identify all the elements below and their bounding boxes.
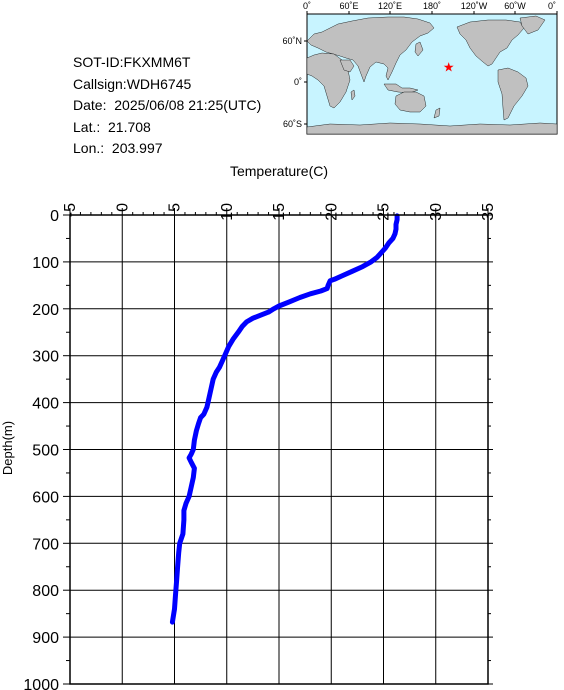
- y-axis-label: Depth(m): [0, 421, 15, 475]
- land-indonesia: [383, 83, 419, 94]
- chart-grid: [69, 214, 489, 685]
- x-tick-label: 20: [323, 203, 340, 221]
- land-new-zealand: [433, 107, 441, 119]
- y-tick-label: 500: [32, 443, 59, 460]
- land-japan: [414, 41, 424, 57]
- map-lon-label: 180˚: [423, 1, 441, 11]
- longitude-text: Lon.: 203.997: [73, 140, 163, 156]
- map-lat-label: 0˚: [294, 77, 302, 87]
- map-lon-label: 60˚E: [339, 1, 358, 11]
- x-tick-label: 5: [167, 203, 184, 212]
- date-text: Date: 2025/06/08 21:25(UTC): [73, 97, 262, 113]
- callsign-text: Callsign:WDH6745: [73, 75, 192, 92]
- map-land: [306, 15, 558, 135]
- y-tick-label: 200: [32, 302, 59, 319]
- land-greenland: [519, 15, 546, 35]
- y-tick-label: 1000: [23, 677, 59, 690]
- land-africa: [306, 52, 351, 109]
- x-tick-label: 35: [480, 203, 497, 221]
- chart-ticks: [63, 208, 493, 685]
- latitude-text: Lat.: 21.708: [73, 118, 151, 135]
- y-tick-label: 0: [50, 208, 59, 225]
- chart-frame: [69, 214, 489, 685]
- metadata-block: SOT-ID:FKXMM6T Callsign:WDH6745 Date: 20…: [73, 52, 261, 160]
- x-tick-label: 0: [114, 203, 131, 212]
- land-madagascar: [350, 89, 356, 101]
- y-tick-label: 700: [32, 536, 59, 553]
- land-south-america: [497, 67, 529, 121]
- map-lon-label: 60˚W: [504, 1, 526, 11]
- y-tick-label: 300: [32, 349, 59, 366]
- land-north-america: [456, 19, 525, 67]
- land-eurasia: [306, 16, 435, 83]
- map-lon-label: 0˚: [548, 1, 556, 11]
- y-tick-label: 900: [32, 630, 59, 647]
- map-lon-label: 120˚E: [378, 1, 402, 11]
- y-tick-label: 400: [32, 396, 59, 413]
- temperature-profile-line: [169, 213, 400, 625]
- land-australia: [394, 91, 427, 113]
- y-tick-label: 800: [32, 583, 59, 600]
- y-tick-label: 100: [32, 255, 59, 272]
- sot-id-text: SOT-ID:FKXMM6T: [73, 54, 191, 70]
- x-tick-label: 25: [376, 203, 393, 221]
- land-arabia: [339, 59, 355, 73]
- map-frame-ticks: [304, 11, 558, 125]
- x-tick-label: -5: [62, 203, 79, 217]
- y-tick-label: 600: [32, 489, 59, 506]
- land-antarctica: [306, 122, 558, 135]
- x-axis-label: Temperature(C): [230, 163, 328, 179]
- map-lon-label: 0˚: [303, 1, 311, 11]
- map-lon-label: 120˚W: [461, 1, 488, 11]
- y-tick-labels: 0 100 200 300 400 500 600 700 800 900 1000: [23, 208, 59, 690]
- x-tick-label: 15: [271, 203, 288, 221]
- location-marker-star-icon: ★: [443, 60, 455, 75]
- map-lat-label: 60˚N: [282, 36, 302, 46]
- x-tick-label: 10: [219, 203, 236, 221]
- x-tick-labels: -5 0 5 10 15 20 25 30 35: [62, 203, 497, 221]
- x-tick-label: 30: [428, 203, 445, 221]
- map-lat-label: 60˚S: [283, 119, 302, 129]
